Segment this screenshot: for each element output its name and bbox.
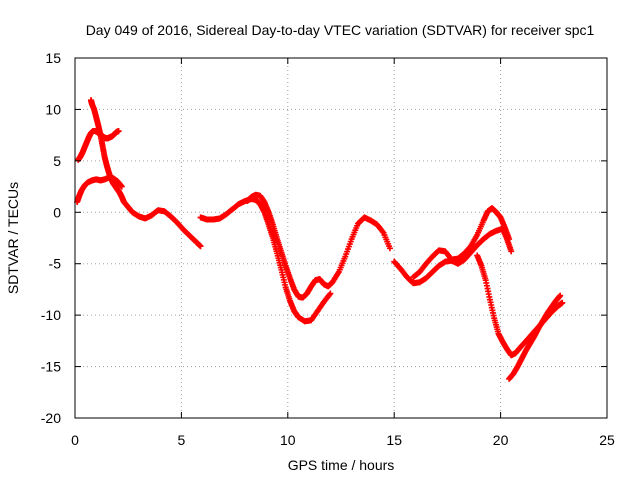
x-tick-label: 5 xyxy=(178,432,186,448)
y-tick-label: -10 xyxy=(41,307,61,323)
y-tick-label: 15 xyxy=(45,50,61,66)
data-point xyxy=(197,243,204,250)
y-axis-label: SDTVAR / TECUs xyxy=(5,182,21,294)
series-segment-c xyxy=(74,174,125,205)
series-segment-i xyxy=(506,292,564,382)
x-tick-label: 15 xyxy=(386,432,402,448)
x-tick-label: 10 xyxy=(280,432,296,448)
y-tick-label: 10 xyxy=(45,101,61,117)
series-segment-e xyxy=(244,191,393,301)
x-axis-label: GPS time / hours xyxy=(288,457,395,473)
y-tick-label: 0 xyxy=(53,204,61,220)
x-tick-label: 0 xyxy=(71,432,79,448)
data-point xyxy=(557,292,564,299)
x-tick-label: 25 xyxy=(599,432,615,448)
y-tick-label: 5 xyxy=(53,153,61,169)
y-tick-label: -5 xyxy=(49,256,62,272)
y-tick-label: -20 xyxy=(41,410,61,426)
data-point xyxy=(115,128,122,135)
data-point xyxy=(326,291,333,298)
data-point xyxy=(559,299,566,306)
y-tick-label: -15 xyxy=(41,359,61,375)
chart-title: Day 049 of 2016, Sidereal Day-to-day VTE… xyxy=(86,22,595,38)
x-tick-label: 20 xyxy=(493,432,509,448)
series-segment-g xyxy=(410,205,513,281)
data-point xyxy=(508,248,515,255)
data-point xyxy=(379,228,386,235)
data-point xyxy=(506,236,513,243)
data-points xyxy=(74,97,566,382)
data-point xyxy=(386,245,393,252)
series-segment-f xyxy=(391,225,515,287)
data-point xyxy=(327,290,334,297)
data-point xyxy=(118,183,125,190)
plot-frame xyxy=(74,57,608,419)
series-segment-h xyxy=(474,252,566,359)
axis-ticks xyxy=(74,57,608,419)
tick-labels: 0 5 10 15 20 25 -20 -15 -10 -5 0 5 10 15 xyxy=(41,50,615,448)
